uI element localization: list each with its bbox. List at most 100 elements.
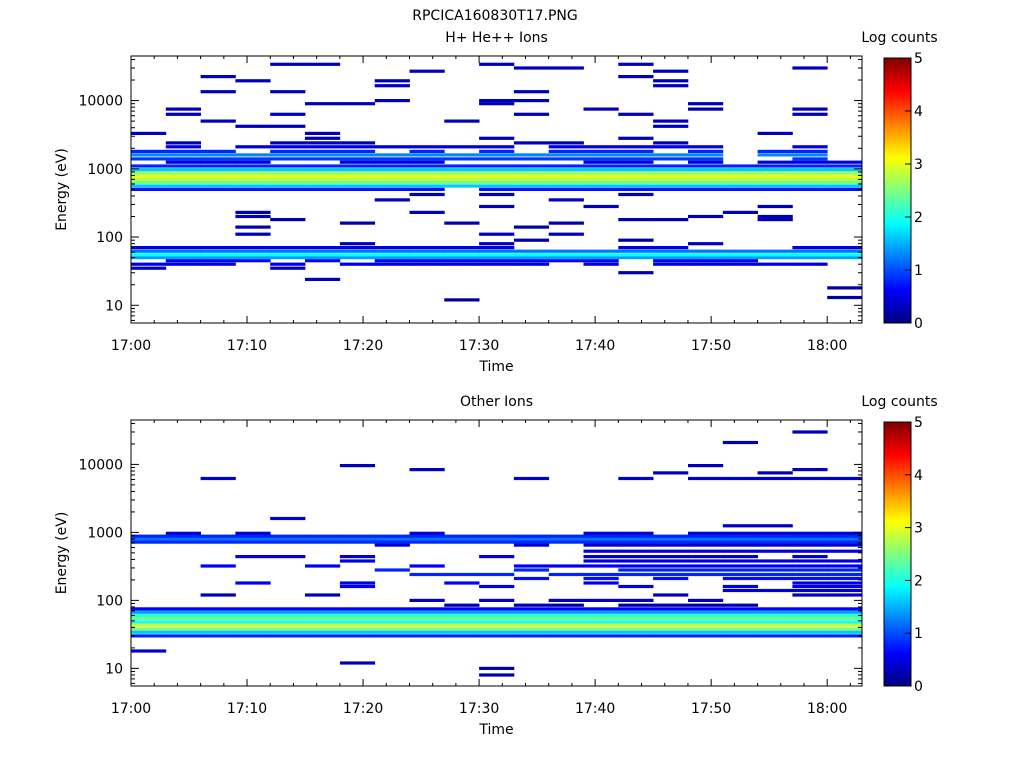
heatmap-cell bbox=[165, 160, 201, 164]
heatmap-cell bbox=[618, 112, 654, 116]
heatmap-cell bbox=[339, 184, 376, 188]
colorbar-tick-label: 2 bbox=[914, 210, 923, 226]
heatmap-cell bbox=[688, 598, 724, 602]
heatmap-cell bbox=[583, 549, 619, 553]
heatmap-cell bbox=[305, 607, 341, 611]
heatmap-cell bbox=[479, 242, 515, 246]
heatmap-cell bbox=[688, 145, 724, 149]
heatmap-cell bbox=[235, 210, 271, 214]
heatmap-cell bbox=[165, 107, 201, 111]
heatmap-cell bbox=[513, 543, 550, 547]
heatmap-cell bbox=[548, 174, 584, 178]
heatmap-cell bbox=[444, 617, 480, 621]
heatmap-cell bbox=[409, 256, 445, 260]
heatmap-cell bbox=[618, 627, 654, 631]
heatmap-cell bbox=[583, 572, 619, 577]
heatmap-cell bbox=[270, 534, 306, 538]
heatmap-cell bbox=[409, 249, 445, 253]
heatmap-cell bbox=[757, 568, 793, 572]
heatmap-cell bbox=[722, 564, 758, 568]
colorbar-tick-label: 5 bbox=[914, 415, 923, 431]
panel-h-he-ions: H+ He++ Ions 17:00 17:10 17:20 17:30 17:40 17:… bbox=[54, 30, 938, 375]
heatmap-cell bbox=[374, 180, 410, 185]
x-tick-label: 17:40 bbox=[575, 338, 615, 354]
heatmap-cell bbox=[722, 476, 758, 481]
heatmap-cell bbox=[374, 177, 410, 181]
heatmap-cell bbox=[548, 603, 584, 607]
heatmap-cell bbox=[235, 531, 271, 535]
heatmap-cell bbox=[235, 171, 271, 175]
heatmap-cell bbox=[618, 218, 654, 222]
heatmap-cell bbox=[618, 153, 654, 157]
heatmap-cell bbox=[548, 627, 584, 631]
heatmap-cell bbox=[131, 540, 167, 544]
heatmap-cell bbox=[583, 174, 619, 178]
heatmap-cell bbox=[618, 75, 654, 79]
heatmap-cell bbox=[548, 259, 584, 263]
heatmap-cell bbox=[653, 246, 689, 250]
heatmap-cell bbox=[653, 617, 689, 621]
heatmap-cell bbox=[827, 246, 863, 250]
y-tick-label: 1000 bbox=[87, 162, 123, 178]
colorbar-gradient bbox=[883, 57, 912, 324]
heatmap-cell bbox=[688, 568, 724, 572]
heatmap-cell bbox=[409, 164, 445, 168]
heatmap-cell bbox=[409, 623, 445, 627]
heatmap-cell bbox=[548, 232, 584, 236]
heatmap-cell bbox=[374, 249, 410, 253]
heatmap-cell bbox=[618, 630, 654, 634]
heatmap-cell bbox=[409, 598, 445, 602]
heatmap-cell bbox=[444, 572, 480, 577]
heatmap-cell bbox=[583, 249, 619, 253]
heatmap-cell bbox=[339, 581, 376, 585]
heatmap-cell bbox=[688, 531, 724, 535]
heatmap-cell bbox=[688, 537, 724, 541]
heatmap-cell bbox=[513, 537, 550, 541]
heatmap-cell bbox=[688, 160, 724, 164]
heatmap-cell bbox=[688, 549, 724, 553]
heatmap-cell bbox=[548, 249, 584, 253]
heatmap-cell bbox=[409, 253, 445, 257]
heatmap-cell bbox=[305, 277, 341, 281]
heatmap-cell bbox=[409, 627, 445, 631]
heatmap-cell bbox=[479, 192, 515, 197]
heatmap-cell bbox=[305, 610, 341, 614]
heatmap-cell bbox=[444, 613, 480, 618]
heatmap-cell bbox=[757, 617, 793, 621]
heatmap-cell bbox=[827, 593, 863, 597]
heatmap-cell bbox=[165, 610, 201, 614]
heatmap-cell bbox=[270, 516, 306, 521]
heatmap-cell bbox=[305, 157, 341, 161]
heatmap-cell bbox=[374, 160, 410, 164]
heatmap-cell bbox=[653, 537, 689, 541]
heatmap-cell bbox=[444, 581, 480, 585]
heatmap-cell bbox=[583, 164, 619, 168]
heatmap-cell bbox=[444, 630, 480, 634]
heatmap-cell bbox=[479, 256, 515, 260]
heatmap-cell bbox=[827, 531, 863, 535]
heatmap-cell bbox=[165, 253, 201, 257]
heatmap-cell bbox=[792, 168, 828, 172]
heatmap-cell bbox=[339, 157, 376, 161]
heatmap-cell bbox=[827, 168, 863, 172]
heatmap-cell bbox=[444, 157, 480, 161]
heatmap-cell bbox=[479, 555, 515, 559]
heatmap-cell bbox=[479, 204, 515, 209]
chart-title: H+ He++ Ions bbox=[445, 30, 548, 46]
heatmap-cell bbox=[792, 153, 828, 157]
heatmap-cell bbox=[513, 613, 550, 618]
heatmap-cell bbox=[165, 540, 201, 544]
heatmap-cell bbox=[688, 153, 724, 157]
heatmap-cell bbox=[409, 610, 445, 614]
heatmap-cell bbox=[513, 617, 550, 621]
heatmap-cell bbox=[165, 613, 201, 618]
heatmap-cell bbox=[548, 598, 584, 602]
heatmap-cell bbox=[513, 253, 550, 257]
heatmap-cell bbox=[374, 259, 410, 263]
heatmap-cell bbox=[513, 576, 550, 581]
heatmap-cell bbox=[165, 607, 201, 611]
heatmap-cell bbox=[757, 262, 793, 266]
heatmap-cell bbox=[200, 90, 236, 94]
heatmap-cell bbox=[688, 180, 724, 185]
